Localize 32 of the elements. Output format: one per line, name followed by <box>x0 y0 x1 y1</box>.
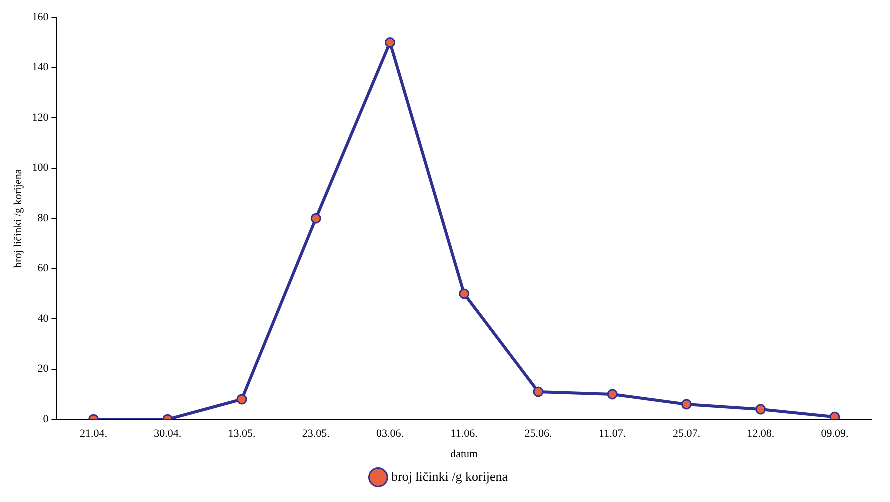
point <box>310 213 322 224</box>
point <box>830 412 840 420</box>
x-tick-label: 25.07. <box>672 428 701 440</box>
point <box>459 288 470 300</box>
point <box>607 389 618 400</box>
x-tick-label: 12.08. <box>747 428 775 440</box>
point <box>533 386 544 398</box>
x-tick-label: 13.05. <box>228 428 256 440</box>
legend-label: broj ličinki /g korijena <box>391 468 508 484</box>
x-tick-label: 23.05. <box>302 428 330 440</box>
y-tick-label: 80 <box>38 212 50 224</box>
x-tick-label: 03.06. <box>376 428 404 440</box>
x-tick-label: 25.06. <box>524 428 552 440</box>
y-tick-label: 60 <box>38 262 50 275</box>
point <box>236 394 248 405</box>
x-axis-title: datum <box>450 448 479 460</box>
y-tick-label: 120 <box>32 112 50 124</box>
y-tick-label: 0 <box>43 413 50 426</box>
y-tick-label: 20 <box>38 363 50 376</box>
y-tick-label: 100 <box>32 162 50 174</box>
y-tick-label: 140 <box>32 62 50 74</box>
x-tick-label: 21.04. <box>80 428 108 440</box>
x-tick-label: 11.06. <box>450 428 478 440</box>
x-tick-label: 30.04. <box>154 428 182 440</box>
point <box>681 399 692 410</box>
point <box>384 37 396 48</box>
y-tick-label: 40 <box>38 312 50 325</box>
x-tick-label: 11.07. <box>599 428 626 440</box>
y-tick-label: 160 <box>32 11 50 24</box>
x-tick-label: 09.09. <box>821 428 849 440</box>
point <box>756 404 766 415</box>
y-axis-title: broj ličinki /g korijena <box>12 169 24 268</box>
